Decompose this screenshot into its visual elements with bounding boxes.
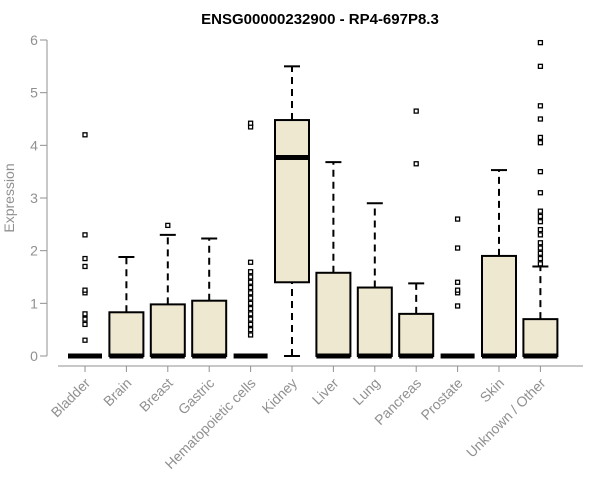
box-breast (149, 222, 186, 359)
box-iqr (356, 286, 393, 357)
outlier-point (82, 316, 88, 322)
outlier-point (537, 255, 544, 262)
outlier-point (454, 216, 461, 222)
outlier-point (454, 245, 461, 251)
outlier-point (247, 295, 254, 301)
outlier-point (82, 337, 88, 343)
outlier-point (537, 240, 544, 246)
outlier-point (537, 208, 544, 214)
outlier-point (537, 63, 544, 69)
outlier-point (537, 250, 544, 256)
outlier-point (82, 255, 88, 262)
outlier-point (82, 132, 88, 138)
outlier-point (247, 316, 254, 322)
box-iqr (398, 312, 435, 358)
y-tick-label: 0 (30, 348, 38, 364)
x-tick-label: Breast (136, 375, 176, 415)
outlier-point (537, 103, 544, 109)
plot-area (68, 39, 559, 359)
x-tick-label: Unknown / Other (463, 375, 549, 461)
outlier-point (247, 321, 254, 328)
box-hematopoietic-cells (233, 120, 268, 359)
outlier-point (82, 311, 88, 317)
box-brain (108, 255, 145, 359)
y-tick-label: 4 (30, 137, 38, 153)
y-axis-label: Expression (1, 163, 17, 232)
box-bladder (68, 132, 102, 359)
box-iqr (274, 119, 310, 284)
outlier-point (82, 263, 88, 270)
y-tick-label: 5 (30, 85, 38, 101)
outlier-point (247, 305, 254, 312)
outlier-point (413, 161, 419, 167)
outlier-point (247, 279, 254, 285)
outlier-point (247, 284, 254, 291)
box-kidney (274, 65, 310, 357)
x-tick-label: Bladder (48, 375, 94, 421)
box-iqr (481, 254, 517, 357)
outlier-point (537, 116, 544, 122)
box-gastric (191, 237, 228, 359)
outlier-point (247, 300, 254, 306)
outlier-point (165, 222, 171, 229)
outlier-point (454, 279, 461, 285)
outlier-point (537, 213, 544, 220)
outlier-point (537, 39, 544, 46)
box-iqr (315, 271, 352, 357)
box-skin (481, 169, 517, 359)
outlier-point (537, 190, 544, 196)
x-tick-label: Kidney (259, 375, 301, 417)
outlier-point (454, 287, 461, 293)
box-unknown-other (522, 39, 559, 359)
outlier-point (82, 287, 88, 293)
outlier-point (247, 332, 254, 338)
outlier-point (247, 259, 254, 265)
outlier-point (537, 219, 544, 225)
x-tick-label: Prostate (418, 375, 466, 423)
outlier-point (247, 274, 254, 280)
outlier-point (413, 108, 419, 114)
box-iqr (191, 299, 228, 358)
box-iqr (522, 318, 559, 357)
outlier-point (247, 269, 254, 275)
x-tick-label: Lung (350, 375, 383, 408)
y-tick-label: 3 (30, 190, 38, 206)
y-axis: 0 1 2 3 4 5 6 (30, 32, 48, 364)
outlier-point (537, 226, 544, 233)
outlier-point (537, 245, 544, 251)
outlier-point (247, 327, 254, 333)
x-tick-label: Brain (100, 375, 134, 409)
box-iqr (149, 303, 186, 357)
box-prostate (440, 216, 475, 359)
box-liver (315, 161, 352, 359)
outlier-point (537, 134, 544, 141)
outlier-point (537, 140, 544, 146)
outlier-point (537, 232, 544, 238)
x-tick-label: Skin (477, 375, 508, 406)
y-tick-label: 1 (30, 295, 38, 311)
outlier-point (247, 120, 254, 126)
box-iqr (108, 311, 145, 357)
outlier-point (454, 303, 461, 309)
outlier-point (247, 290, 254, 296)
box-pancreas (398, 108, 435, 359)
y-tick-label: 6 (30, 32, 38, 48)
chart-title: ENSG00000232900 - RP4-697P8.3 (201, 11, 439, 28)
x-tick-label: Liver (309, 375, 342, 408)
outlier-point (247, 311, 254, 317)
outlier-point (537, 261, 544, 267)
outlier-point (537, 169, 544, 175)
y-tick-label: 2 (30, 243, 38, 259)
outlier-point (82, 321, 88, 328)
outlier-point (82, 232, 88, 238)
box-lung (356, 202, 393, 359)
